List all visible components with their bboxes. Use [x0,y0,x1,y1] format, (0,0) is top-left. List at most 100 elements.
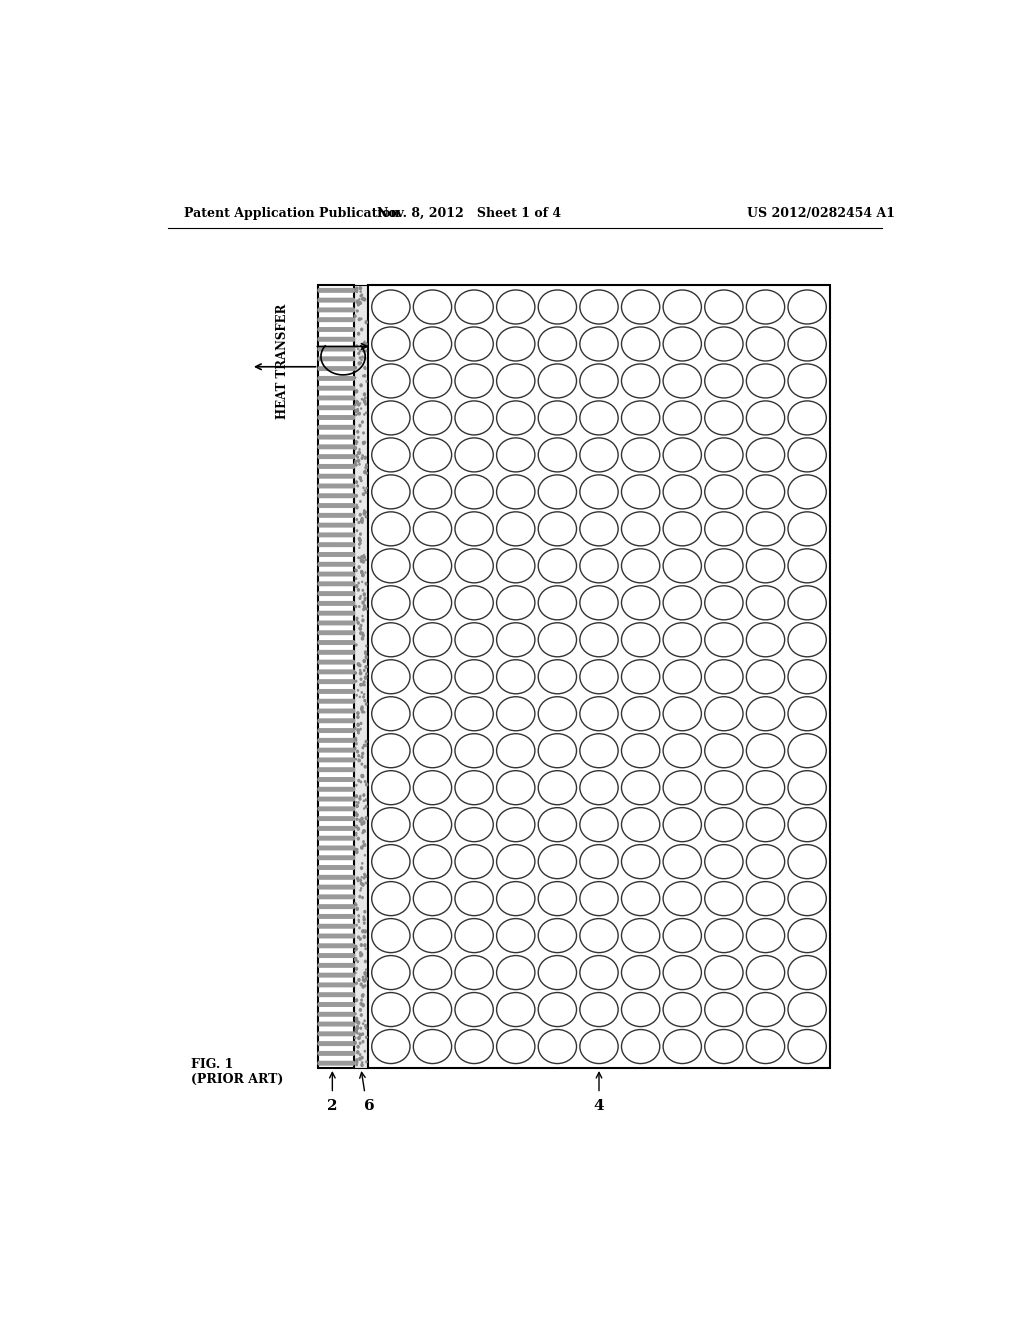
Circle shape [344,1041,347,1045]
Circle shape [340,572,343,576]
Circle shape [330,855,333,859]
Circle shape [359,424,360,426]
Circle shape [364,351,365,352]
Circle shape [350,924,352,928]
Circle shape [352,777,354,781]
Circle shape [342,660,345,664]
Circle shape [346,689,348,693]
Circle shape [364,700,366,702]
Circle shape [330,973,333,977]
Circle shape [338,504,341,507]
Circle shape [324,748,327,752]
Ellipse shape [455,882,494,916]
Circle shape [364,512,366,515]
Circle shape [332,748,335,752]
Circle shape [334,895,337,899]
Circle shape [318,846,321,850]
Circle shape [364,923,365,924]
Circle shape [321,1052,323,1055]
Circle shape [348,416,350,420]
Ellipse shape [705,364,743,397]
Circle shape [338,973,341,977]
Circle shape [362,696,365,698]
Circle shape [336,700,339,704]
Circle shape [334,729,337,733]
Circle shape [334,327,337,331]
Ellipse shape [788,734,826,768]
Circle shape [322,1041,325,1045]
Circle shape [366,343,367,345]
Ellipse shape [539,364,577,397]
Circle shape [328,689,331,693]
Circle shape [355,945,356,948]
Circle shape [324,904,327,908]
Circle shape [352,875,354,879]
Circle shape [352,562,354,566]
Circle shape [340,533,343,537]
Circle shape [350,562,352,566]
Circle shape [334,777,337,781]
Circle shape [318,700,321,704]
Circle shape [338,797,341,801]
Circle shape [342,523,345,527]
Circle shape [340,631,343,635]
Circle shape [360,520,362,523]
Circle shape [344,935,347,937]
Circle shape [334,396,337,400]
Circle shape [336,651,339,655]
Circle shape [318,1061,321,1065]
Circle shape [356,804,358,808]
Circle shape [359,632,361,635]
Ellipse shape [746,734,784,768]
Circle shape [350,777,352,781]
Circle shape [365,676,367,680]
Circle shape [355,833,356,834]
Circle shape [355,506,358,508]
Circle shape [336,308,339,312]
Circle shape [326,622,329,624]
Ellipse shape [455,364,494,397]
Circle shape [326,631,329,635]
Circle shape [352,602,354,606]
Circle shape [340,367,343,371]
Circle shape [348,494,350,498]
Circle shape [355,739,356,742]
Circle shape [358,451,360,454]
Circle shape [359,543,361,544]
Circle shape [352,513,354,517]
Circle shape [342,347,345,351]
Circle shape [330,886,333,888]
Circle shape [348,455,350,458]
Circle shape [328,523,331,527]
Circle shape [357,589,359,591]
Circle shape [360,595,361,597]
Circle shape [340,758,343,762]
Circle shape [318,622,321,624]
Circle shape [324,543,327,546]
Circle shape [321,1022,323,1026]
Circle shape [340,504,343,507]
Circle shape [350,1061,352,1065]
Circle shape [355,495,357,498]
Circle shape [322,640,325,644]
Circle shape [357,711,359,714]
Circle shape [330,837,333,840]
Circle shape [330,494,333,498]
Circle shape [342,622,345,624]
Circle shape [326,944,329,948]
Circle shape [344,455,347,458]
Ellipse shape [788,697,826,731]
Circle shape [364,367,366,368]
Circle shape [366,673,368,675]
Circle shape [342,797,345,801]
Circle shape [321,729,323,733]
Circle shape [321,758,323,762]
Circle shape [344,631,347,635]
Ellipse shape [622,401,659,434]
Circle shape [334,582,337,586]
Circle shape [344,572,347,576]
Circle shape [340,308,343,312]
Circle shape [346,289,348,292]
Circle shape [354,446,356,450]
Circle shape [362,343,365,345]
